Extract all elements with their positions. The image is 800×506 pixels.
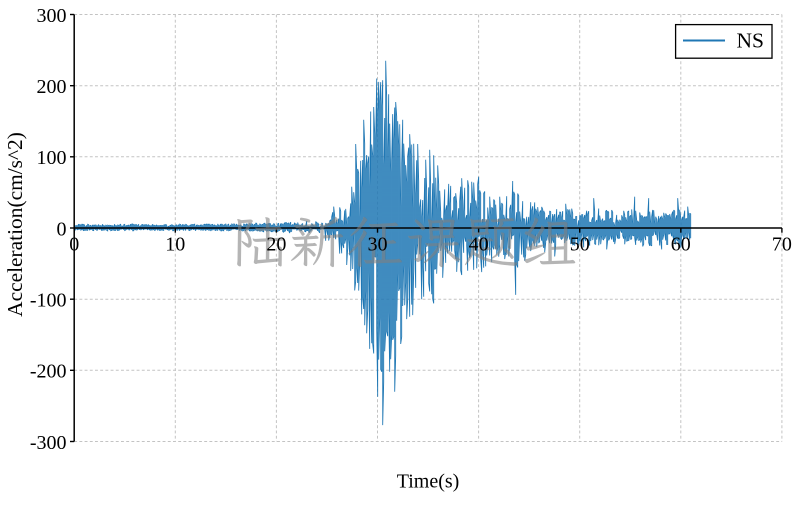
svg-text:0: 0	[57, 218, 67, 240]
svg-text:-200: -200	[30, 361, 67, 383]
svg-text:200: 200	[37, 76, 67, 98]
svg-text:100: 100	[37, 147, 67, 169]
svg-text:Acceleration(cm/s^2): Acceleration(cm/s^2)	[3, 132, 27, 317]
svg-text:10: 10	[165, 233, 185, 255]
svg-text:70: 70	[772, 233, 792, 255]
svg-text:30: 30	[368, 233, 388, 255]
svg-text:NS: NS	[737, 29, 764, 53]
svg-text:40: 40	[469, 233, 489, 255]
svg-text:Time(s): Time(s)	[397, 471, 460, 493]
svg-text:60: 60	[671, 233, 691, 255]
svg-text:300: 300	[37, 5, 67, 27]
svg-text:-100: -100	[30, 290, 67, 312]
svg-text:-300: -300	[30, 432, 67, 454]
svg-text:0: 0	[69, 233, 79, 255]
svg-text:50: 50	[570, 233, 590, 255]
svg-text:20: 20	[266, 233, 286, 255]
